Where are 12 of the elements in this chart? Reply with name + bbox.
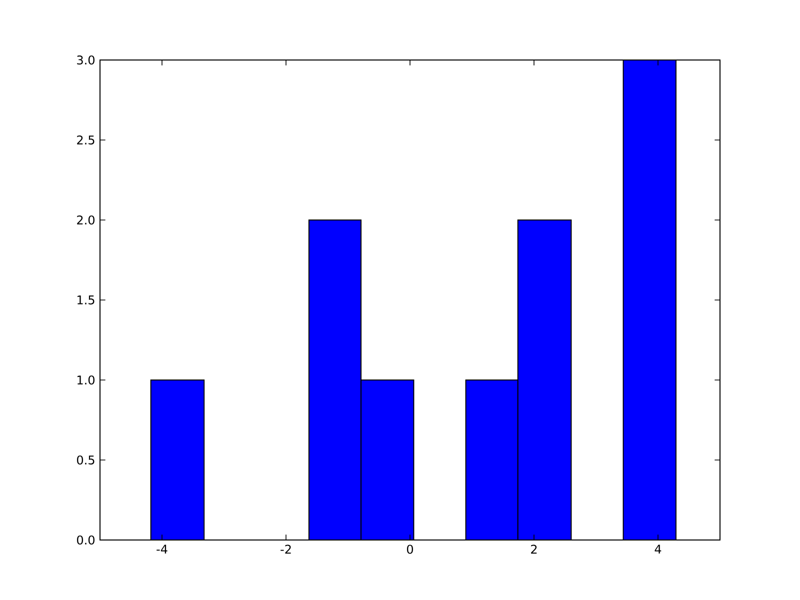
y-tick-label: 2.0 [77,215,94,225]
x-tick-label: 2 [531,544,537,554]
y-tick-label: 0.5 [77,455,94,465]
x-tick-label: 0 [406,544,414,554]
y-tick-label: 3.0 [77,55,94,65]
y-tick-label: 2.5 [77,135,94,145]
x-tick-label: -2 [280,544,291,554]
y-tick-label: 0.0 [77,535,94,545]
y-tick-label: 1.5 [78,296,94,304]
y-tick-label: 1.0 [78,375,94,385]
x-tick-label: -4 [156,544,168,554]
x-tick-label: 4 [654,544,662,554]
